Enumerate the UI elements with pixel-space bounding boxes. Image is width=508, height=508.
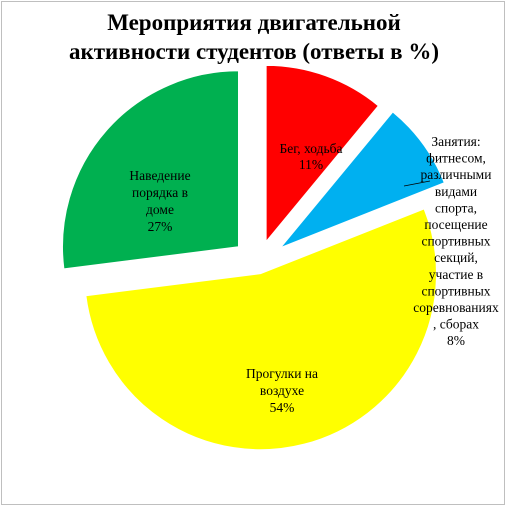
pie-slice-2	[280, 111, 445, 249]
slice-label-2-line-10: спортивных	[421, 283, 490, 298]
slice-label-2-line-12: , сборах	[433, 317, 479, 332]
slice-label-4-line-3: доме	[146, 202, 174, 217]
slice-label-1: Бег, ходьба 11%	[280, 141, 343, 172]
slice-label-2-line-1: Занятия:	[431, 134, 480, 149]
slice-label-2-line-13: 8%	[447, 333, 465, 348]
slice-label-2-line-2: фитнесом,	[426, 151, 486, 166]
pie-slice-1	[265, 64, 380, 243]
slice-label-2-line-3: различными	[421, 167, 492, 182]
slice-label-2-line-11: соревнованиях	[413, 300, 499, 315]
slice-label-3-line-2: воздухе	[260, 383, 304, 398]
slice-label-4-line-2: порядка в	[132, 185, 188, 200]
slice-label-2-line-9: участие в	[429, 267, 483, 282]
slice-label-4-line-4: 27%	[148, 219, 173, 234]
slice-label-2-line-7: спортивных	[421, 234, 490, 249]
slice-label-3-line-1: Прогулки на	[246, 366, 318, 381]
chart-title: Мероприятия двигательной активности студ…	[0, 8, 508, 66]
leader-line-2	[403, 180, 431, 187]
slice-label-3: Прогулки на воздухе 54%	[246, 366, 318, 415]
slice-label-2: Занятия: фитнесом, различными видами спорта,…	[413, 134, 499, 348]
slice-label-4: Наведение порядка в доме 27%	[129, 168, 190, 234]
slice-label-4-line-1: Наведение	[129, 168, 190, 183]
slice-label-2-line-8: секций,	[434, 250, 478, 265]
slice-label-1-line-1: Бег, ходьба	[280, 141, 343, 156]
slice-label-1-line-2: 11%	[299, 157, 323, 172]
slice-label-2-line-6: посещение	[424, 217, 487, 232]
slice-label-2-line-4: видами	[435, 184, 477, 199]
pie-slice-3	[85, 208, 437, 451]
slice-label-2-line-5: спорта,	[435, 200, 477, 215]
slice-label-3-line-3: 54%	[270, 400, 295, 415]
chart-title-line-2: активности студентов (ответы в %)	[68, 39, 440, 64]
chart-title-line-1: Мероприятия двигательной	[107, 10, 401, 35]
pie-slice-4	[61, 70, 239, 270]
